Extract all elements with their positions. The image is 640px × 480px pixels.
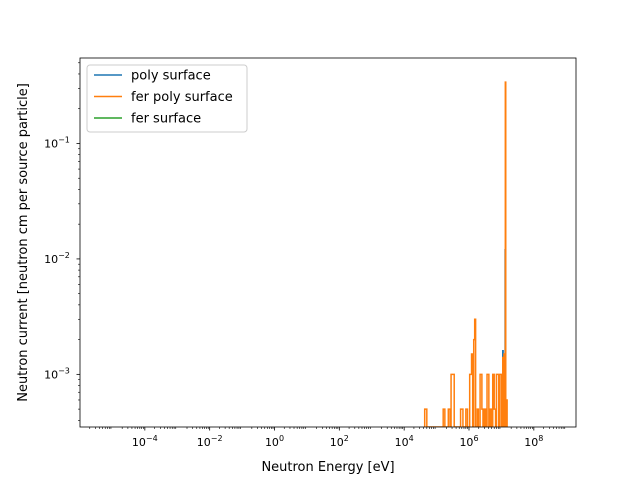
legend-label: poly surface xyxy=(131,69,211,84)
series-line-1 xyxy=(423,81,508,427)
x-axis-label: Neutron Energy [eV] xyxy=(261,460,394,475)
y-axis-label: Neutron current [neutron cm per source p… xyxy=(16,83,31,402)
x-tick-label: 102 xyxy=(330,434,349,449)
legend-label: fer surface xyxy=(131,112,201,127)
series-layer xyxy=(423,81,508,427)
y-tick-label: 10−3 xyxy=(44,366,70,381)
x-tick-label: 106 xyxy=(459,434,478,449)
x-tick-label: 100 xyxy=(265,434,284,449)
x-tick-label: 10−4 xyxy=(132,434,158,449)
y-axis: 10−3 10−2 10−1 xyxy=(44,62,80,421)
y-tick-label: 10−2 xyxy=(44,251,70,266)
x-axis: 10−4 10−2 100 102 104 106 108 xyxy=(89,427,566,449)
x-tick-label: 104 xyxy=(395,434,414,449)
y-tick-label: 10−1 xyxy=(44,135,70,150)
x-tick-label: 10−2 xyxy=(197,434,223,449)
x-tick-label: 108 xyxy=(524,434,543,449)
legend: poly surface fer poly surface fer surface xyxy=(86,64,248,133)
legend-box xyxy=(86,64,248,133)
legend-label: fer poly surface xyxy=(131,90,233,105)
plot-frame xyxy=(79,57,577,428)
